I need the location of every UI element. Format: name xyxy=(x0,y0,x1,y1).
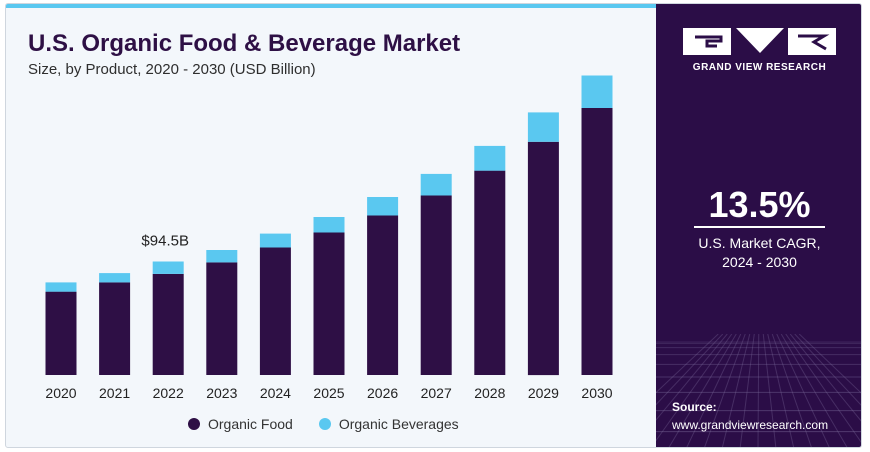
source-url: www.grandviewresearch.com xyxy=(672,418,829,432)
x-tick-label-2020: 2020 xyxy=(45,385,76,401)
bar-organic-beverages-2029 xyxy=(527,112,559,142)
decorative-grid xyxy=(656,334,861,447)
bar-organic-beverages-2024 xyxy=(259,233,291,248)
cagr-label-line1: U.S. Market CAGR, xyxy=(698,235,821,251)
cagr-divider xyxy=(694,226,825,228)
bar-organic-food-2027 xyxy=(420,195,452,375)
bar-organic-beverages-2025 xyxy=(313,217,345,233)
legend-item-organic-beverages: Organic Beverages xyxy=(318,416,459,432)
chart-subtitle: Size, by Product, 2020 - 2030 (USD Billi… xyxy=(28,61,316,78)
legend-swatch-organic-beverages xyxy=(318,418,331,430)
x-tick-label-2029: 2029 xyxy=(528,385,559,401)
bar-organic-beverages-2028 xyxy=(474,145,506,171)
bar-organic-food-2020 xyxy=(45,291,77,375)
bar-organic-food-2022 xyxy=(152,273,184,375)
x-tick-label-2023: 2023 xyxy=(206,385,237,401)
bar-organic-beverages-2027 xyxy=(420,173,452,196)
x-tick-label-2028: 2028 xyxy=(474,385,505,401)
bar-organic-food-2029 xyxy=(527,141,559,376)
bar-organic-beverages-2030 xyxy=(581,75,613,108)
bar-organic-beverages-2022 xyxy=(152,261,184,274)
legend-label-organic-food: Organic Food xyxy=(208,416,293,432)
bar-organic-food-2021 xyxy=(99,282,131,375)
accent-line xyxy=(6,4,656,8)
bar-organic-beverages-2023 xyxy=(206,250,238,263)
legend-item-organic-food: Organic Food xyxy=(188,416,293,432)
bar-organic-food-2028 xyxy=(474,170,506,375)
x-tick-label-2026: 2026 xyxy=(367,385,398,401)
bar-organic-food-2023 xyxy=(206,262,238,375)
bar-organic-beverages-2026 xyxy=(367,197,399,216)
brand-name: GRAND VIEW RESEARCH xyxy=(692,62,827,73)
x-tick-label-2027: 2027 xyxy=(421,385,452,401)
legend-label-organic-beverages: Organic Beverages xyxy=(338,416,459,432)
x-tick-label-2021: 2021 xyxy=(99,385,130,401)
legend-swatch-organic-food xyxy=(188,418,200,430)
chart-card: U.S. Organic Food & Beverage Market Size… xyxy=(5,3,862,448)
source-label: Source: xyxy=(672,400,717,414)
x-tick-label-2024: 2024 xyxy=(260,385,291,401)
bar-organic-food-2026 xyxy=(367,215,399,375)
data-label-2022: $94.5B xyxy=(141,233,189,250)
sidebar-panel: GRAND VIEW RESEARCH 13.5% U.S. Market CA… xyxy=(656,4,861,447)
x-tick-label-2030: 2030 xyxy=(581,385,612,401)
chart-title: U.S. Organic Food & Beverage Market xyxy=(28,30,461,57)
bar-organic-food-2024 xyxy=(259,247,291,375)
chart-legend: Organic Food Organic Beverages xyxy=(188,416,485,432)
cagr-label: U.S. Market CAGR, 2024 - 2030 xyxy=(656,234,861,272)
bar-organic-beverages-2021 xyxy=(99,273,131,283)
cagr-value: 13.5% xyxy=(708,184,811,225)
bar-organic-food-2025 xyxy=(313,232,345,375)
cagr-label-line2: 2024 - 2030 xyxy=(722,254,797,270)
bar-chart: 2020 2021 2022 $94.5B 2023 2024 2025 2026 2027 20… xyxy=(45,75,613,401)
bar-organic-beverages-2020 xyxy=(45,282,77,292)
brand-logo-icon xyxy=(683,28,836,55)
x-tick-label-2025: 2025 xyxy=(313,385,344,401)
bar-organic-food-2030 xyxy=(581,108,613,375)
x-tick-label-2022: 2022 xyxy=(153,385,184,401)
